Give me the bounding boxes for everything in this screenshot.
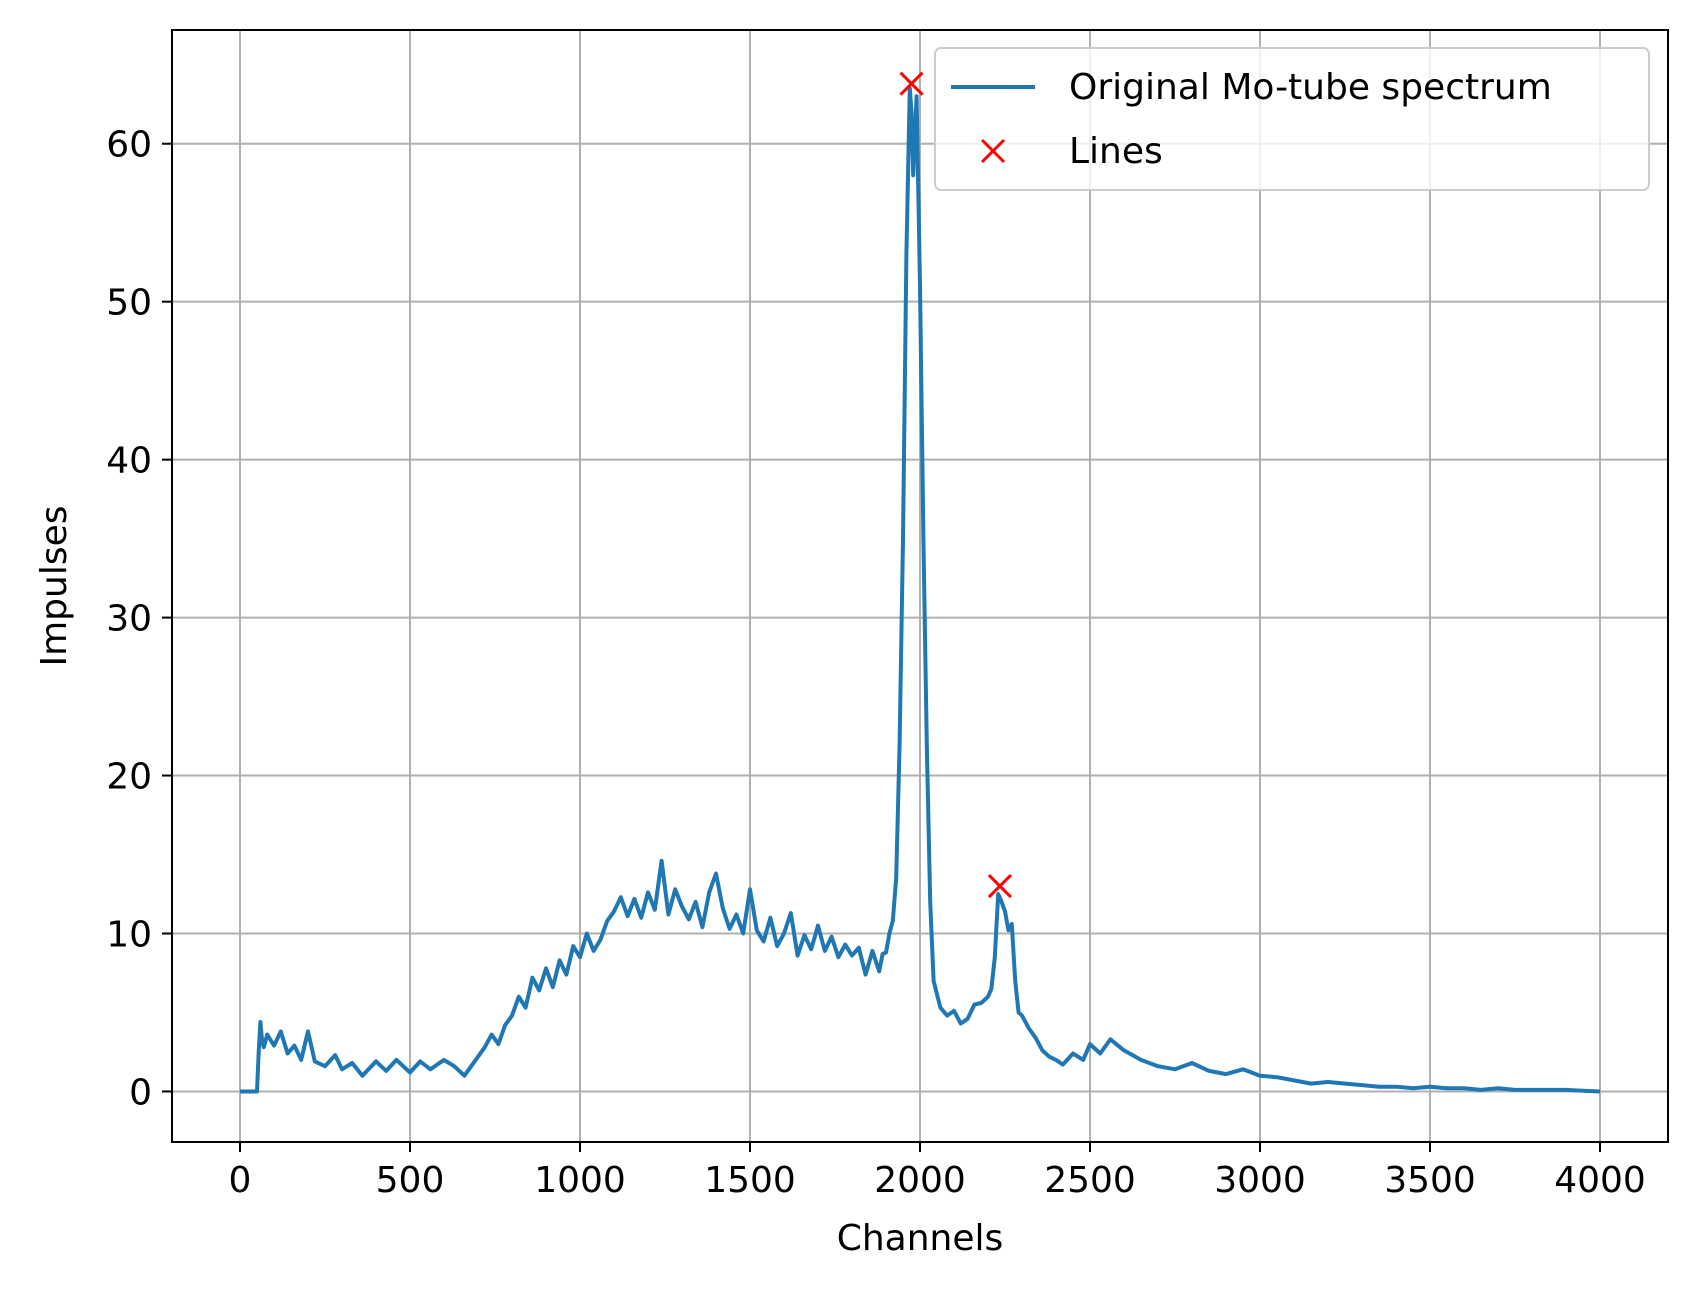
x-tick-label: 3000: [1214, 1160, 1306, 1201]
marker-stroke: [987, 874, 1012, 899]
x-tick-label: 1000: [534, 1160, 626, 1201]
y-tick-label: 40: [106, 441, 152, 482]
x-tick-label: 500: [376, 1160, 445, 1201]
spectrum-line: [240, 86, 1601, 1094]
x-axis-ticks: 0 500 1000 1500 2000 2500 3000 3500 4000: [229, 1142, 1646, 1201]
x-tick-label: 3500: [1384, 1160, 1476, 1201]
series-layer: [240, 71, 1601, 1094]
marker-stroke: [980, 138, 1006, 164]
x-tick-label: 2500: [1044, 1160, 1136, 1201]
legend-x-marker: [980, 138, 1006, 164]
y-tick-label: 50: [106, 283, 152, 324]
x-tick-label: 4000: [1554, 1160, 1646, 1201]
x-axis-title: Channels: [837, 1218, 1004, 1259]
y-tick-label: 10: [106, 915, 152, 956]
x-tick-label: 0: [229, 1160, 252, 1201]
line-peak-marker: [987, 874, 1012, 899]
y-axis-ticks: 0 10 20 30 40 50 60: [106, 125, 172, 1113]
x-tick-label: 1500: [704, 1160, 796, 1201]
y-tick-label: 30: [106, 599, 152, 640]
x-tick-label: 2000: [874, 1160, 966, 1201]
plot-frame: [171, 29, 1669, 1143]
legend: Original Mo-tube spectrum Lines: [934, 47, 1650, 191]
legend-label-lines: Lines: [1069, 131, 1163, 172]
legend-label-spectrum: Original Mo-tube spectrum: [1069, 67, 1552, 108]
y-tick-label: 20: [106, 757, 152, 798]
y-tick-label: 60: [106, 125, 152, 166]
y-axis-title: Impulses: [34, 505, 75, 666]
legend-marker-x: [980, 138, 1006, 164]
line-peak-marker: [899, 71, 924, 96]
marker-stroke: [899, 71, 924, 96]
y-tick-label: 0: [129, 1072, 152, 1113]
legend-box: [934, 47, 1650, 191]
